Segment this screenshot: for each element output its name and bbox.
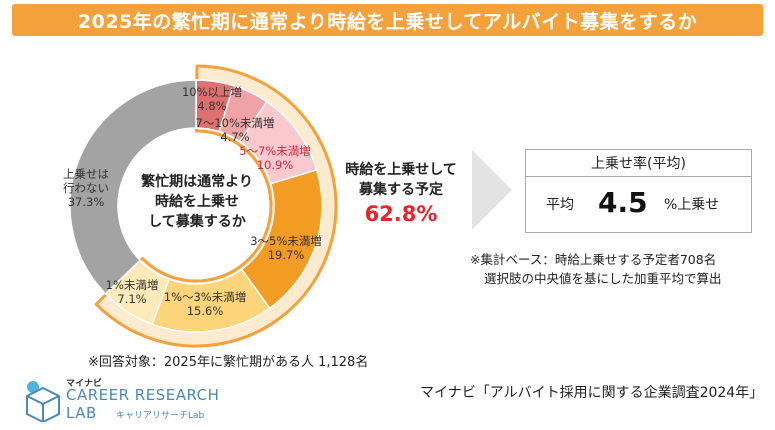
slice-label: 5～7%未満増 10.9% bbox=[239, 144, 311, 172]
chart-title: 2025年の繁忙期に通常より時給を上乗せしてアルバイト募集をするか bbox=[77, 10, 698, 33]
respondent-note: ※回答対象：2025年に繁忙期がある人 1,128名 bbox=[88, 355, 369, 370]
slice-label: 3～5%未満増 19.7% bbox=[250, 234, 322, 262]
logo-line1: CAREER RESEARCH bbox=[66, 386, 220, 404]
average-value: 4.5 bbox=[598, 186, 648, 219]
base-note-line: ※集計ベース：時給上乗せする予定者708名 bbox=[470, 252, 717, 267]
average-rate-header: 上乗せ率(平均) bbox=[526, 150, 751, 177]
title-banner: 2025年の繁忙期に通常より時給を上乗せしてアルバイト募集をするか bbox=[12, 4, 763, 36]
base-note-line: 選択肢の中央値を基にした加重平均で算出 bbox=[484, 271, 722, 286]
donut-center-label: 繁忙期は通常より 時給を上乗せ して募集するか bbox=[122, 172, 272, 232]
average-rate-box: 上乗せ率(平均) 平均 4.5 %上乗せ bbox=[525, 149, 752, 233]
center-label-line: 時給を上乗せ bbox=[155, 194, 239, 210]
chevron-right-icon bbox=[472, 150, 512, 230]
logo-sub: キャリアリサーチLab bbox=[116, 411, 205, 421]
center-label-line: して募集するか bbox=[148, 214, 246, 230]
logo-brand: マイナビ bbox=[66, 379, 102, 389]
slice-label: 10%以上増 4.8% bbox=[182, 85, 242, 113]
planned-label-line: 募集する予定 bbox=[359, 182, 443, 198]
logo-line2: LAB bbox=[66, 404, 97, 422]
career-research-lab-logo: マイナビ CAREER RESEARCH LAB キャリアリサーチLab bbox=[24, 378, 224, 422]
planned-summary: 時給を上乗せして 募集する予定 62.8% bbox=[336, 160, 466, 226]
slice-label: 7～10%未満増 4.7% bbox=[196, 116, 275, 144]
source-citation: マイナビ「アルバイト採用に関する企業調査2024年」 bbox=[420, 385, 764, 401]
donut-slice bbox=[69, 79, 197, 295]
slice-label: 1%～3%未満増 15.6% bbox=[164, 290, 247, 318]
cube-logo-icon bbox=[26, 381, 60, 422]
slice-label: 上乗せは行わない 37.3% bbox=[63, 167, 109, 209]
planned-label-line: 時給を上乗せして bbox=[345, 162, 457, 178]
center-label-line: 繁忙期は通常より bbox=[141, 174, 253, 190]
average-unit: %上乗せ bbox=[664, 197, 720, 213]
average-label: 平均 bbox=[546, 197, 574, 213]
planned-percentage: 62.8% bbox=[364, 202, 438, 226]
slice-label: 1%未満増 7.1% bbox=[106, 278, 159, 306]
base-note: ※集計ベース：時給上乗せする予定者708名 選択肢の中央値を基にした加重平均で算… bbox=[470, 250, 722, 288]
